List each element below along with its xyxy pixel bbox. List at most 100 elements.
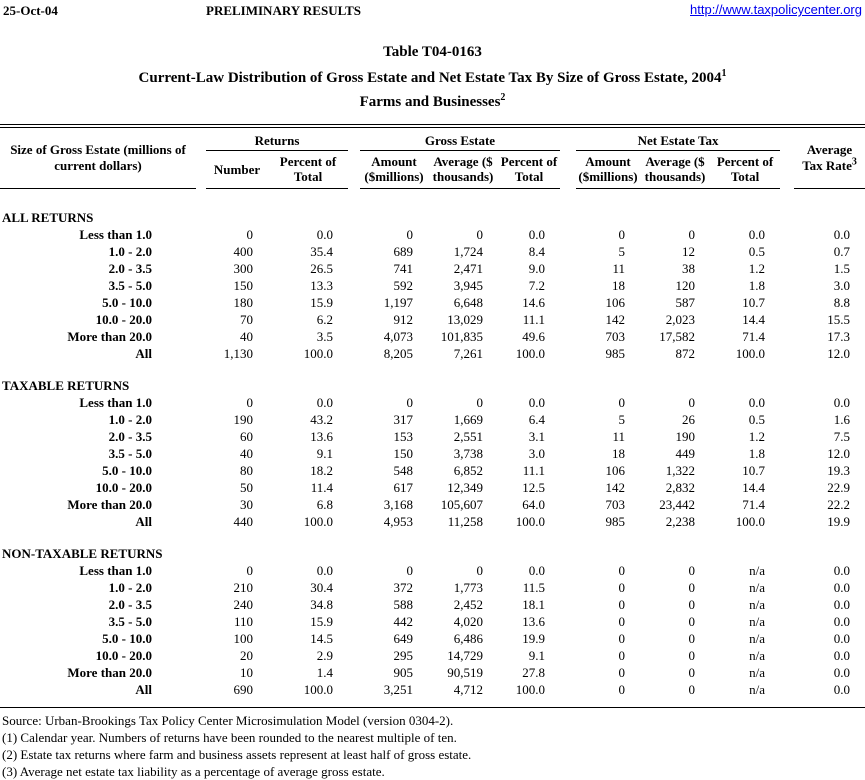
taxpolicycenter-link[interactable]: http://www.taxpolicycenter.org (690, 2, 862, 17)
column-spacer (348, 445, 360, 462)
cell-value: 587 (675, 294, 696, 310)
cell-value: 13,029 (447, 311, 483, 327)
column-spacer (780, 260, 794, 277)
column-spacer (780, 496, 794, 513)
cell-value: 12.0 (827, 345, 851, 361)
cell-value: n/a (749, 613, 766, 629)
column-spacer (348, 579, 360, 596)
cell-value: 18.1 (522, 596, 546, 612)
row-label: 2.0 - 3.5 (108, 596, 152, 612)
cell-value: 150 (393, 445, 414, 461)
row-label: 3.5 - 5.0 (108, 277, 152, 293)
cell-value: 1,773 (453, 579, 483, 595)
cell-value: 442 (393, 613, 414, 629)
column-spacer (348, 479, 360, 496)
cell-value: 70 (240, 311, 253, 327)
section-header: NON-TAXABLE RETURNS (2, 545, 163, 561)
cell-value: 649 (393, 630, 414, 646)
row-label: Less than 1.0 (79, 562, 152, 578)
cell-value: 912 (393, 311, 414, 327)
cell-value: 0 (618, 664, 626, 680)
cell-value: 14.4 (742, 479, 766, 495)
cell-value: 690 (233, 681, 254, 697)
table-body: ALL RETURNS Less than 1.0 0 0.0 0 0 0.0 0 0 0.0 0.… (0, 188, 865, 698)
column-spacer (780, 428, 794, 445)
cell-value: 0.0 (833, 226, 851, 242)
cell-value: 0.7 (833, 243, 851, 259)
cell-value: 1,130 (223, 345, 253, 361)
cell-value: n/a (749, 596, 766, 612)
cell-value: 1.2 (748, 428, 766, 444)
column-spacer (196, 681, 206, 698)
title-block: Table T04-0163 Current-Law Distribution … (0, 20, 865, 111)
cell-value: 0 (688, 596, 696, 612)
cell-value: 3.0 (833, 277, 851, 293)
cell-value: 12.0 (827, 445, 851, 461)
section-gap (0, 362, 865, 377)
cell-value: 12.5 (522, 479, 546, 495)
cell-value: 210 (233, 579, 254, 595)
cell-value: 71.4 (742, 496, 766, 512)
cell-value: 15.9 (310, 613, 333, 629)
cell-value: 3,945 (453, 277, 483, 293)
row-label: 10.0 - 20.0 (95, 647, 152, 663)
cell-value: 10 (240, 664, 253, 680)
cell-value: 105,607 (440, 496, 483, 512)
column-spacer (196, 496, 206, 513)
col-header-number: Number (206, 150, 268, 189)
column-spacer (780, 345, 794, 362)
column-spacer (348, 428, 360, 445)
table-row: 3.5 - 5.0 150 13.3 592 3,945 7.2 18 120 1.8 3.0 (0, 277, 865, 294)
section-header-row: NON-TAXABLE RETURNS (0, 545, 865, 562)
table-row: 5.0 - 10.0 180 15.9 1,197 6,648 14.6 106 587 10.… (0, 294, 865, 311)
column-spacer (560, 479, 576, 496)
cell-value: 100 (233, 630, 254, 646)
column-spacer (196, 664, 206, 681)
column-spacer (348, 647, 360, 664)
cell-value: 0.0 (833, 681, 851, 697)
section-gap (0, 188, 865, 209)
column-spacer (560, 277, 576, 294)
row-label: 5.0 - 10.0 (102, 294, 152, 310)
cell-value: 9.1 (528, 647, 546, 663)
cell-value: 0.5 (748, 243, 766, 259)
cell-value: 15.9 (310, 294, 333, 310)
table-row: More than 20.0 40 3.5 4,073 101,835 49.6 703 17… (0, 328, 865, 345)
cell-value: 19.3 (827, 462, 851, 478)
column-spacer (560, 428, 576, 445)
cell-value: 110 (233, 613, 253, 629)
cell-value: 2,551 (453, 428, 483, 444)
cell-value: 8,205 (383, 345, 413, 361)
col-header-net-amount: Amount ($millions) (576, 150, 641, 189)
cell-value: 0 (476, 226, 484, 242)
cell-value: 142 (605, 311, 626, 327)
cell-value: 440 (233, 513, 254, 529)
table-row: 2.0 - 3.5 300 26.5 741 2,471 9.0 11 38 1.2 1.5 (0, 260, 865, 277)
cell-value: 0 (688, 647, 696, 663)
cell-value: 2,023 (665, 311, 696, 327)
column-spacer (196, 226, 206, 243)
cell-value: 3.5 (316, 328, 333, 344)
column-spacer (780, 513, 794, 530)
cell-value: 0 (246, 226, 254, 242)
column-spacer (196, 513, 206, 530)
cell-value: 60 (240, 428, 253, 444)
cell-value: 26 (682, 411, 696, 427)
source-line: Source: Urban-Brookings Tax Policy Cente… (2, 713, 454, 728)
column-spacer (560, 328, 576, 345)
column-spacer (348, 311, 360, 328)
column-spacer (780, 647, 794, 664)
cell-value: 6.8 (316, 496, 333, 512)
cell-value: 35.4 (310, 243, 333, 259)
table-row: 10.0 - 20.0 70 6.2 912 13,029 11.1 142 2,023 14.… (0, 311, 865, 328)
table-row: 10.0 - 20.0 20 2.9 295 14,729 9.1 0 0 n/a 0.0 (0, 647, 865, 664)
cell-value: 100.0 (515, 345, 546, 361)
column-spacer (348, 277, 360, 294)
column-spacer (196, 328, 206, 345)
column-spacer (780, 294, 794, 311)
cell-value: 38 (682, 260, 696, 276)
column-spacer (348, 328, 360, 345)
cell-value: 11,258 (447, 513, 483, 529)
cell-value: 300 (233, 260, 254, 276)
cell-value: 0.0 (833, 562, 851, 578)
